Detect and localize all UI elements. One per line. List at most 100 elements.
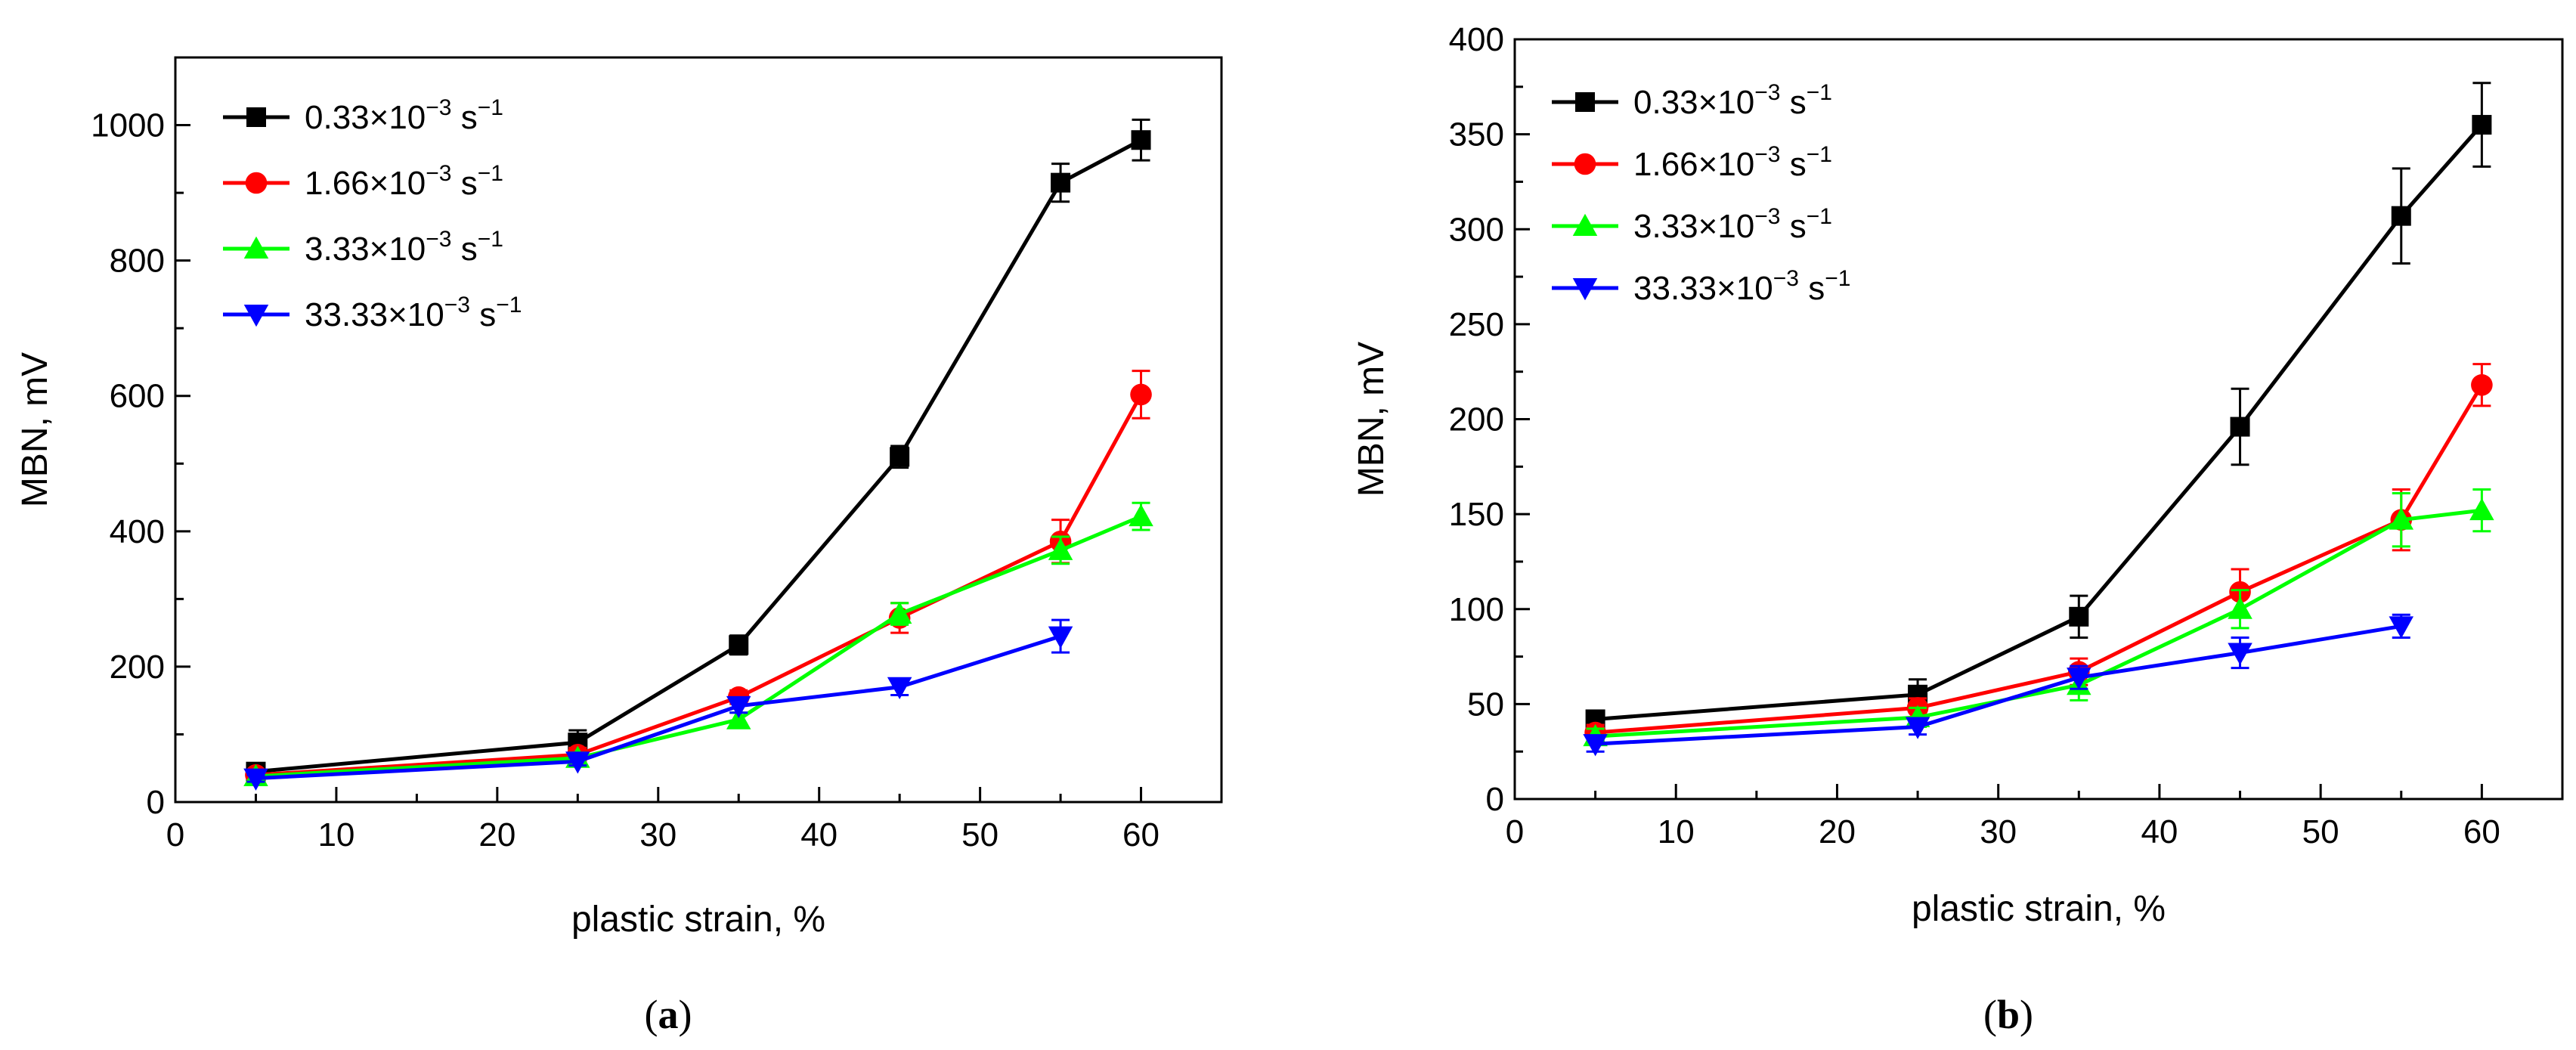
y-tick-label: 200 [110, 649, 165, 686]
series-3 [1583, 613, 2414, 757]
series-line [1595, 624, 2402, 746]
x-tick-label: 30 [1980, 813, 2017, 850]
data-point [2228, 596, 2252, 619]
data-point [2228, 643, 2252, 665]
data-point [2389, 507, 2414, 530]
y-tick-label: 300 [1449, 211, 1504, 248]
x-tick-label: 40 [2141, 813, 2178, 850]
series-1 [1584, 363, 2493, 744]
data-point [1130, 383, 1152, 406]
y-tick-label: 1000 [91, 107, 165, 144]
y-tick-label: 350 [1449, 116, 1504, 153]
legend-item: 0.33×10−3 s−1 [1552, 80, 1832, 121]
data-point [1583, 734, 1608, 757]
y-tick-label: 600 [110, 378, 165, 415]
legend-marker [243, 305, 269, 327]
x-tick-label: 0 [166, 816, 184, 853]
x-axis-label: plastic strain, % [571, 900, 825, 940]
y-tick-label: 250 [1449, 306, 1504, 343]
data-point [2389, 616, 2414, 639]
series-2 [1583, 488, 2494, 747]
data-point [887, 677, 912, 700]
legend-marker [1572, 278, 1598, 301]
data-point [2471, 373, 2493, 396]
legend-label: 3.33×10−3 s−1 [305, 227, 503, 268]
x-tick-label: 50 [961, 816, 999, 853]
y-tick-label: 0 [147, 784, 165, 821]
data-point [726, 707, 751, 729]
y-tick-label: 400 [1449, 21, 1504, 58]
x-tick-label: 10 [1658, 813, 1695, 850]
legend-marker [243, 236, 269, 259]
legend-label: 1.66×10−3 s−1 [305, 161, 503, 202]
series-line [255, 393, 1143, 777]
y-tick-label: 200 [1449, 401, 1504, 438]
y-tick-label: 800 [110, 243, 165, 280]
data-point [243, 768, 268, 791]
legend-label: 0.33×10−3 s−1 [305, 95, 503, 136]
x-tick-label: 30 [639, 816, 677, 853]
series-line [1595, 123, 2484, 721]
legend-label: 3.33×10−3 s−1 [1633, 204, 1832, 245]
x-tick-label: 60 [2463, 813, 2500, 850]
data-point [1129, 503, 1153, 527]
y-tick-label: 150 [1449, 496, 1504, 533]
data-point [1048, 626, 1073, 649]
series-0 [1585, 82, 2492, 729]
panel-caption: (b) [1983, 992, 2033, 1037]
y-tick-label: 100 [1449, 591, 1504, 628]
series-line [255, 138, 1142, 774]
series-3 [243, 618, 1073, 791]
legend-marker [1572, 213, 1598, 236]
y-tick-label: 0 [1486, 781, 1504, 818]
legend-item: 0.33×10−3 s−1 [223, 95, 503, 136]
chart-panel-b: 0 10 20 30 40 50 60 0 50 100 150 200 250 300 350 400 pla… [1351, 21, 2564, 1037]
series-line [255, 514, 1142, 779]
legend-item: 3.33×10−3 s−1 [1552, 204, 1832, 245]
data-point [1905, 717, 1930, 739]
panel-caption: (a) [645, 992, 692, 1037]
legend-label: 33.33×10−3 s−1 [1633, 266, 1850, 307]
data-point [565, 751, 590, 774]
x-tick-label: 20 [1819, 813, 1856, 850]
legend-label: 33.33×10−3 s−1 [305, 293, 522, 333]
legend-item: 1.66×10−3 s−1 [1552, 142, 1832, 183]
legend-item: 1.66×10−3 s−1 [223, 161, 503, 202]
series-line [1595, 508, 2482, 739]
data-point [2469, 497, 2494, 521]
data-point [2067, 667, 2091, 690]
x-tick-label: 60 [1122, 816, 1160, 853]
series-line [1595, 383, 2484, 735]
data-point [2472, 115, 2492, 135]
data-point [2391, 206, 2411, 226]
x-axis-label: plastic strain, % [1912, 889, 2166, 929]
legend-marker [1575, 92, 1595, 112]
legend-marker [246, 107, 266, 127]
legend-item: 3.33×10−3 s−1 [223, 227, 503, 268]
x-tick-label: 50 [2302, 813, 2339, 850]
data-point [1048, 537, 1073, 560]
x-tick-label: 10 [317, 816, 355, 853]
data-point [2069, 606, 2089, 627]
legend-item: 33.33×10−3 s−1 [223, 293, 522, 333]
series-0 [246, 118, 1151, 782]
legend-marker [1574, 153, 1596, 175]
plot-frame [174, 56, 1223, 804]
series-2 [243, 501, 1153, 786]
y-axis-label: MBN, mV [15, 352, 55, 507]
legend-marker [245, 172, 268, 194]
legend-label: 1.66×10−3 s−1 [1633, 142, 1832, 183]
legend-item: 33.33×10−3 s−1 [1552, 266, 1850, 307]
x-tick-label: 20 [478, 816, 516, 853]
data-point [887, 601, 912, 624]
data-point [1131, 130, 1151, 150]
y-tick-label: 400 [110, 513, 165, 550]
legend: 0.33×10−3 s−1 1.66×10−3 s−1 3.33×10−3 s−1 3… [1552, 80, 1850, 307]
y-tick-label: 50 [1467, 686, 1504, 723]
series-line [255, 634, 1061, 781]
x-tick-label: 0 [1506, 813, 1524, 850]
data-point [2230, 417, 2250, 437]
